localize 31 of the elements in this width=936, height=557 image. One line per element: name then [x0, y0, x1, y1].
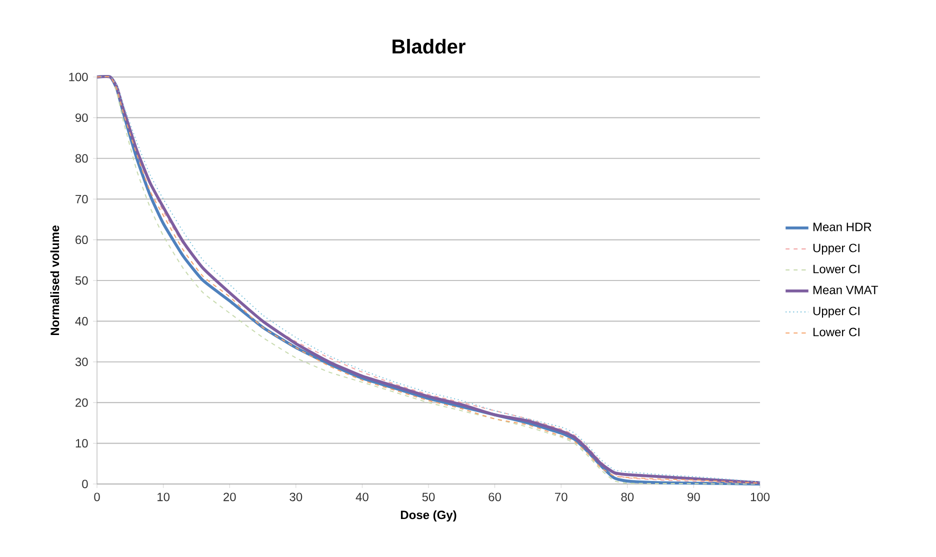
x-tick-label: 20	[224, 492, 236, 502]
x-tick-label: 100	[750, 492, 770, 502]
x-tick-label: 30	[290, 492, 302, 502]
y-tick-label: 60	[76, 236, 88, 244]
y-axis-title: Normalised volume	[50, 226, 60, 336]
y-tick-label: 90	[76, 113, 88, 122]
x-tick-label: 90	[688, 492, 700, 502]
y-tick-label: 30	[75, 358, 88, 366]
y-tick-label: 80	[75, 154, 88, 163]
x-tick-label: 80	[621, 492, 634, 502]
x-tick-label: 10	[158, 492, 170, 502]
y-tick-label: 50	[75, 276, 88, 285]
y-tick-label: 0	[82, 480, 88, 488]
y-tick-label: 20	[76, 398, 88, 407]
x-tick-label: 40	[356, 492, 368, 502]
y-tick-label: 100	[69, 72, 88, 82]
chart-title: Bladder	[392, 38, 466, 54]
x-axis-title: Dose (Gy)	[400, 510, 456, 522]
x-tick-label: 60	[488, 492, 502, 502]
legend-label: Mean VMAT	[814, 286, 878, 294]
x-tick-label: 50	[422, 492, 435, 502]
y-tick-label: 70	[76, 194, 88, 204]
legend-label: Upper CI	[813, 244, 860, 255]
y-tick-label: 40	[75, 316, 88, 326]
legend-label: Upper CI	[813, 306, 860, 318]
legend-label: Lower CI	[814, 328, 860, 336]
y-tick-label: 10	[76, 439, 88, 448]
legend-label: Lower CI	[814, 264, 860, 274]
x-tick-label: 0	[94, 492, 100, 502]
legend-label: Mean HDR	[814, 222, 872, 232]
x-tick-label: 70	[555, 492, 568, 502]
